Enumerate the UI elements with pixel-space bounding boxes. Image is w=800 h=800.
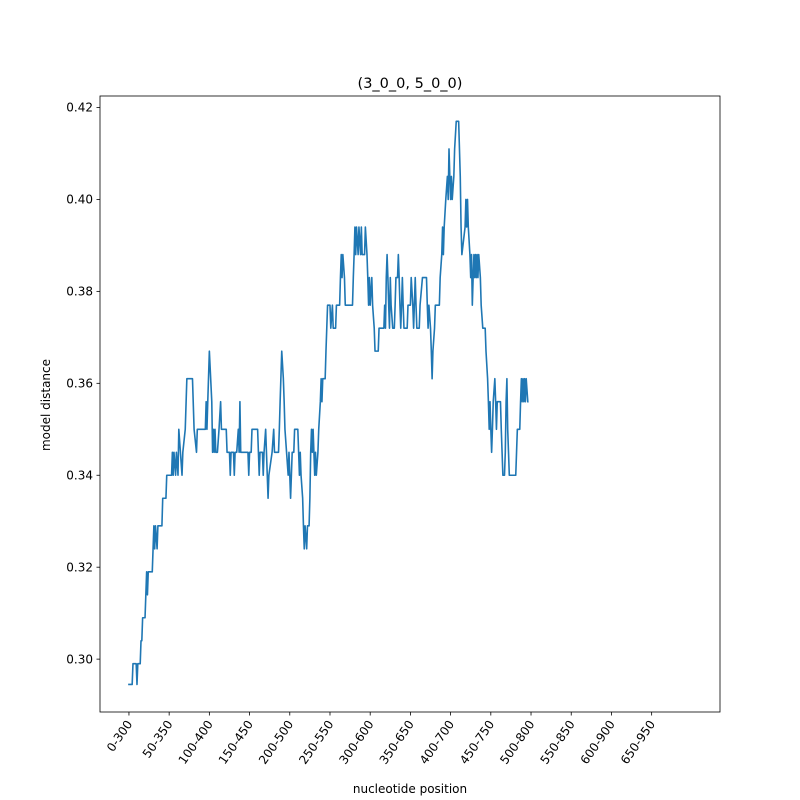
y-tick-label: 0.38	[66, 285, 93, 299]
y-tick-label: 0.32	[66, 560, 93, 574]
y-tick-label: 0.30	[66, 652, 93, 666]
plot-area	[100, 96, 720, 712]
y-tick-label: 0.34	[66, 468, 93, 482]
series-layer	[128, 120, 529, 686]
y-axis-label: model distance	[39, 359, 53, 451]
y-tick-label: 0.42	[66, 101, 93, 115]
x-axis-label: nucleotide position	[353, 782, 467, 796]
y-axis-ticks: 0.30 0.32 0.34 0.36 0.38 0.40 0.42	[66, 101, 100, 666]
series-line-0	[128, 120, 529, 686]
y-tick-label: 0.36	[66, 377, 93, 391]
y-tick-label: 0.40	[66, 193, 93, 207]
plot-frame	[99, 95, 721, 713]
chart-title: (3_0_0, 5_0_0)	[358, 76, 463, 92]
